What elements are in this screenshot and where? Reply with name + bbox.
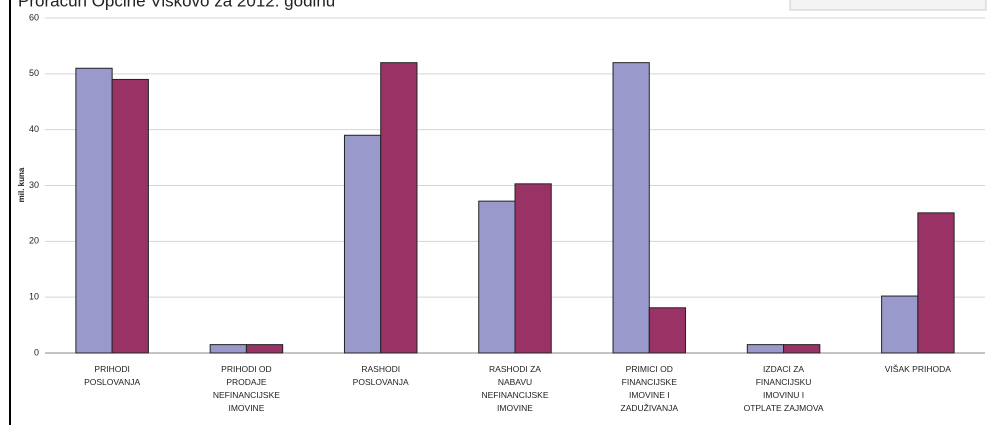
x-tick-label: IZDACI ZA FINANCIJSKU IMOVINU I OTPLATE ZAJ… xyxy=(744,364,824,413)
x-tick-label: RASHODI ZA NABAVU NEFINANCIJSKE IMOVINE xyxy=(481,364,548,413)
bar xyxy=(514,183,552,354)
y-tick-label: 50 xyxy=(29,68,39,78)
bar xyxy=(648,307,687,354)
x-tick-label: VIŠAK PRIHODA xyxy=(885,364,951,374)
bar xyxy=(881,295,919,354)
bar xyxy=(209,344,247,354)
x-tick-label: PRIMICI OD FINANCIJSKE IMOVINE I ZADUŽIVANJ… xyxy=(621,364,679,413)
bar xyxy=(380,62,418,354)
bar xyxy=(917,212,955,354)
y-tick-label: 20 xyxy=(29,236,39,246)
y-tick-label: 60 xyxy=(29,12,39,22)
y-tick-label: 40 xyxy=(29,124,39,134)
bar xyxy=(746,344,785,354)
bar xyxy=(612,62,650,354)
chart-title: Proračun Općine Viškovo za 2012. godinu xyxy=(18,0,335,10)
x-tick-label: PRIHODI POSLOVANJA xyxy=(84,364,140,387)
bar xyxy=(783,344,821,354)
bar xyxy=(245,344,284,354)
bar xyxy=(343,134,382,354)
bar xyxy=(478,200,516,354)
y-axis-label: mil. kuna xyxy=(17,167,26,202)
bar xyxy=(111,78,149,354)
x-tick-label: PRIHODI OD PRODAJE NEFINANCIJSKE IMOVINE xyxy=(213,364,280,413)
bar xyxy=(75,67,113,354)
y-tick-label: 30 xyxy=(29,180,39,190)
x-tick-label: RASHODI POSLOVANJA xyxy=(353,364,409,387)
y-tick-label: 0 xyxy=(34,347,39,357)
legend-box xyxy=(789,0,987,11)
y-tick-label: 10 xyxy=(29,292,39,302)
